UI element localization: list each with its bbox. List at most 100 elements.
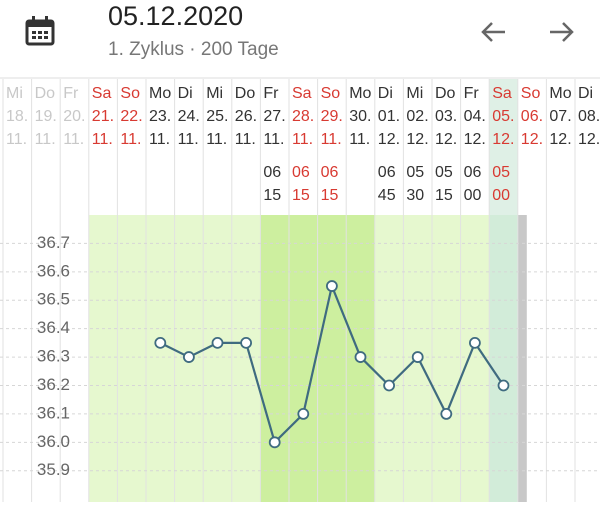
temperature-point: [440, 408, 453, 420]
column-day: 24.: [178, 108, 200, 125]
y-tick-label: 36.3: [37, 347, 70, 366]
y-tick-label: 36.2: [37, 375, 70, 394]
column-day: 29.: [321, 108, 343, 125]
toolbar: [0, 0, 600, 78]
measure-time: 06: [292, 164, 310, 181]
column-weekday: Mo: [549, 85, 571, 102]
measure-time: 15: [292, 187, 310, 204]
chart-background: [0, 79, 600, 502]
column-month: 11.: [63, 131, 84, 148]
y-tick-label: 36.5: [37, 290, 70, 309]
column-day: 05.: [492, 108, 514, 125]
column-day: 23.: [149, 108, 171, 125]
column-day: 06.: [521, 108, 543, 125]
column-weekday: Mi: [6, 85, 23, 102]
column-day: 08.: [578, 108, 600, 125]
today-zone: [489, 215, 518, 502]
column-month: 12.: [521, 131, 543, 148]
column-month: 11.: [349, 131, 370, 148]
column-month: 12.: [435, 131, 457, 148]
y-tick-label: 35.9: [37, 460, 70, 479]
temperature-point: [240, 336, 253, 349]
measure-time: 05: [435, 164, 453, 181]
measure-time: 00: [492, 187, 510, 204]
column-day: 22.: [120, 108, 142, 125]
column-day: 27.: [263, 108, 285, 125]
column-day: 21.: [92, 108, 114, 125]
temperature-point: [268, 436, 281, 449]
column-month: 11.: [6, 131, 27, 148]
column-day: 26.: [235, 108, 257, 125]
column-month: 11.: [263, 131, 284, 148]
column-day: 04.: [464, 108, 486, 125]
column-month: 12.: [378, 131, 400, 148]
column-day: 07.: [549, 108, 571, 125]
column-weekday: Di: [178, 85, 193, 102]
calendar-icon[interactable]: [25, 16, 55, 46]
column-weekday: Di: [578, 85, 593, 102]
measure-time: 06: [378, 164, 396, 181]
measure-time: 30: [406, 187, 424, 204]
column-day: 28.: [292, 108, 314, 125]
column-month: 12.: [492, 131, 514, 148]
column-weekday: Sa: [492, 85, 512, 102]
temperature-point: [383, 379, 396, 392]
column-month: 11.: [92, 131, 113, 148]
y-tick-label: 36.4: [37, 318, 70, 337]
temperature-point: [182, 351, 195, 363]
column-day: 20.: [63, 108, 85, 125]
column-day: 19.: [35, 108, 57, 125]
temperature-point: [325, 280, 338, 292]
measure-time: 00: [464, 187, 482, 204]
measure-time: 06: [263, 164, 281, 181]
column-weekday: Sa: [92, 85, 112, 102]
temperature-point: [154, 336, 167, 349]
measure-time: 45: [378, 187, 396, 204]
column-month: 12.: [406, 131, 428, 148]
column-day: 03.: [435, 108, 457, 125]
column-weekday: Do: [35, 85, 56, 102]
y-tick-label: 36.6: [37, 261, 70, 280]
column-weekday: Di: [378, 85, 393, 102]
column-day: 02.: [406, 108, 428, 125]
column-weekday: Mo: [149, 85, 171, 102]
y-tick-label: 36.0: [37, 432, 70, 451]
column-weekday: Fr: [263, 85, 279, 102]
column-weekday: Mi: [406, 85, 423, 102]
column-month: 11.: [120, 131, 141, 148]
column-weekday: So: [120, 85, 140, 102]
measure-time: 15: [435, 187, 453, 204]
column-month: 11.: [321, 131, 342, 148]
column-weekday: Fr: [464, 85, 480, 102]
temperature-point: [411, 351, 424, 363]
subtitle: 1. Zyklus · 200 Tage: [108, 39, 279, 60]
column-month: 11.: [149, 131, 170, 148]
measure-time: 06: [321, 164, 339, 181]
column-month: 12.: [578, 131, 600, 148]
column-weekday: Do: [435, 85, 456, 102]
column-month: 11.: [35, 131, 56, 148]
temperature-point: [297, 408, 310, 420]
prev-arrow[interactable]: [481, 22, 505, 42]
measure-time: 05: [406, 164, 424, 181]
chart: 35.9 36.0 36.1 36.2 36.3 36.4 36.5 36.6 36.7 Mi 18…: [0, 85, 600, 479]
column-weekday: So: [521, 85, 541, 102]
column-weekday: Fr: [63, 85, 79, 102]
column-month: 11.: [292, 131, 313, 148]
column-month: 11.: [178, 131, 199, 148]
temperature-point: [497, 379, 510, 392]
measure-time: 05: [492, 164, 510, 181]
column-weekday: Do: [235, 85, 256, 102]
column-day: 30.: [349, 108, 371, 125]
column-day: 18.: [6, 108, 28, 125]
now-bar: [517, 215, 527, 502]
measure-time: 06: [464, 164, 482, 181]
next-arrow[interactable]: [550, 22, 574, 42]
measure-time: 15: [321, 187, 339, 204]
column-month: 11.: [235, 131, 256, 148]
temperature-point: [468, 336, 481, 349]
title: 05.12.2020: [108, 1, 243, 31]
y-tick-label: 36.1: [37, 403, 70, 422]
temperature-point: [211, 336, 224, 349]
